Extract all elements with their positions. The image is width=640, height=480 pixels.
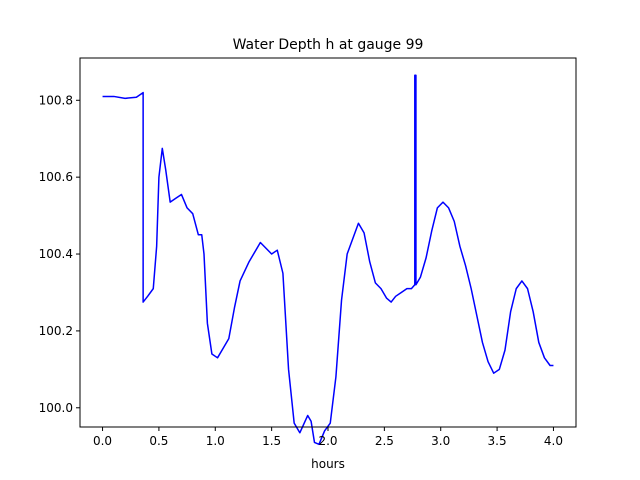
x-tick-label: 1.5 <box>262 434 281 448</box>
y-tick-label: 100.0 <box>39 401 73 415</box>
x-tick-label: 0.5 <box>149 434 168 448</box>
y-tick-label: 100.6 <box>39 170 73 184</box>
plot-area <box>80 58 576 427</box>
y-tick-label: 100.2 <box>39 324 73 338</box>
x-tick-label: 1.0 <box>206 434 225 448</box>
x-axis-label: hours <box>311 457 345 471</box>
x-tick-label: 3.0 <box>431 434 450 448</box>
y-axis: 100.0 100.2 100.4 100.6 100.8 <box>39 93 80 415</box>
x-tick-label: 4.0 <box>544 434 563 448</box>
series-layer <box>102 74 554 446</box>
x-tick-label: 0.0 <box>93 434 112 448</box>
y-tick-label: 100.4 <box>39 247 73 261</box>
x-axis: 0.0 0.5 1.0 1.5 2.0 2.5 3.0 3.5 4.0 <box>93 427 563 448</box>
y-tick-label: 100.8 <box>39 93 73 107</box>
chart-title: Water Depth h at gauge 99 <box>233 37 424 53</box>
series-line-0 <box>102 74 554 446</box>
x-tick-label: 3.5 <box>488 434 507 448</box>
x-tick-label: 2.0 <box>318 434 337 448</box>
x-tick-label: 2.5 <box>375 434 394 448</box>
